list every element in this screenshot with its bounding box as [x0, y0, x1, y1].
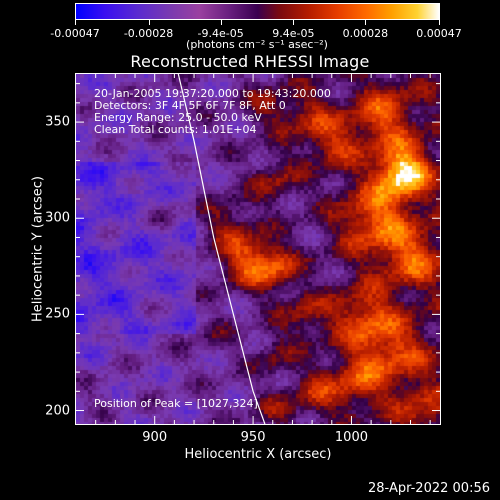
- info-time-range: 20-Jan-2005 19:37:20.000 to 19:43:20.000: [94, 87, 331, 100]
- x-axis-label: Heliocentric X (arcsec): [184, 447, 332, 462]
- colorbar-tick-label: -9.4e-05: [197, 27, 244, 40]
- plot-overlay: [76, 74, 440, 424]
- colorbar-tick: [365, 20, 367, 25]
- colorbar-tick-label: -0.00028: [123, 27, 174, 40]
- info-clean-counts: Clean Total counts: 1.01E+04: [94, 123, 257, 136]
- colorbar-tick: [293, 20, 295, 25]
- x-tick-label: 1000: [334, 430, 368, 445]
- chart-title: Reconstructed RHESSI Image: [130, 52, 370, 71]
- colorbar-tick-label: -0.00047: [50, 27, 100, 40]
- colorbar-unit-label: (photons cm⁻² s⁻¹ asec⁻²): [186, 38, 328, 51]
- heatmap-image: [76, 74, 440, 424]
- y-tick-label: 300: [45, 210, 70, 226]
- footer-date: 28-Apr-2022 00:56: [368, 481, 490, 496]
- colorbar-tick: [148, 20, 150, 25]
- colorbar-tick: [439, 20, 440, 25]
- colorbar-tick: [75, 20, 76, 25]
- solar-limb-line: [177, 74, 266, 424]
- info-detectors: Detectors: 3F 4F 5F 6F 7F 8F, Att 0: [94, 99, 286, 112]
- y-tick-label: 200: [45, 403, 70, 419]
- y-tick-label: 350: [45, 114, 70, 130]
- info-energy: Energy Range: 25.0 - 50.0 keV: [94, 111, 262, 124]
- colorbar-gradient: [76, 4, 439, 19]
- plot-area: [75, 73, 441, 425]
- y-axis-label: Heliocentric Y (arcsec): [30, 176, 46, 322]
- colorbar-tick: [220, 20, 222, 25]
- colorbar-tick-label: 0.00028: [342, 27, 389, 40]
- colorbar-tick-label: 0.00047: [416, 27, 462, 40]
- x-tick-label: 900: [142, 430, 168, 445]
- y-tick-label: 250: [45, 306, 70, 322]
- x-tick-label: 950: [240, 430, 266, 445]
- colorbar-tick-label: 9.4e-05: [272, 27, 315, 40]
- colorbar: [75, 3, 440, 20]
- peak-position-label: Position of Peak = [1027,324]: [94, 397, 258, 410]
